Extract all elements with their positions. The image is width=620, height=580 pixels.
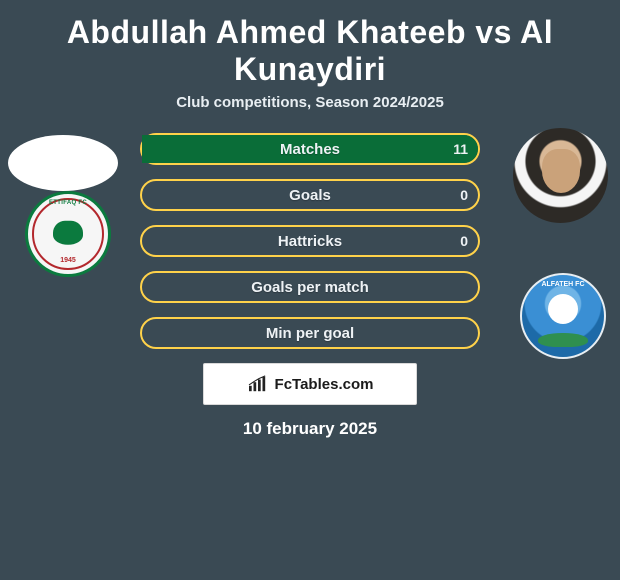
stat-row: Goals per match: [140, 271, 480, 303]
page-title: Abdullah Ahmed Khateeb vs Al Kunaydiri: [0, 0, 620, 94]
club-left-year: 1945: [28, 257, 108, 264]
stat-label: Hattricks: [278, 233, 342, 250]
stat-label: Goals: [289, 187, 331, 204]
stat-label: Goals per match: [251, 279, 369, 296]
club-left-name: ETTIFAQ FC: [28, 200, 108, 206]
stat-value-right: 0: [460, 233, 468, 249]
comparison-panel: ETTIFAQ FC 1945 ALFATEH FC Matches 11 Go…: [0, 133, 620, 439]
stat-label: Min per goal: [266, 325, 354, 342]
date-caption: 10 february 2025: [0, 419, 620, 439]
club-right-name: ALFATEH FC: [522, 281, 604, 288]
stat-row: Min per goal: [140, 317, 480, 349]
stat-value-right: 0: [460, 187, 468, 203]
stats-list: Matches 11 Goals 0 Hattricks 0 Goals per…: [140, 133, 480, 349]
brand-badge[interactable]: FcTables.com: [203, 363, 417, 405]
stat-row: Hattricks 0: [140, 225, 480, 257]
stat-row: Matches 11: [140, 133, 480, 165]
club-left-badge: ETTIFAQ FC 1945: [25, 191, 111, 277]
brand-text: FcTables.com: [275, 376, 374, 393]
page-subtitle: Club competitions, Season 2024/2025: [0, 94, 620, 111]
stat-value-right: 11: [453, 141, 468, 157]
stat-label: Matches: [280, 141, 340, 158]
stat-row: Goals 0: [140, 179, 480, 211]
bar-chart-icon: [247, 375, 269, 393]
club-right-badge: ALFATEH FC: [520, 273, 606, 359]
player-right-avatar: [513, 128, 608, 223]
player-left-avatar: [8, 135, 118, 191]
